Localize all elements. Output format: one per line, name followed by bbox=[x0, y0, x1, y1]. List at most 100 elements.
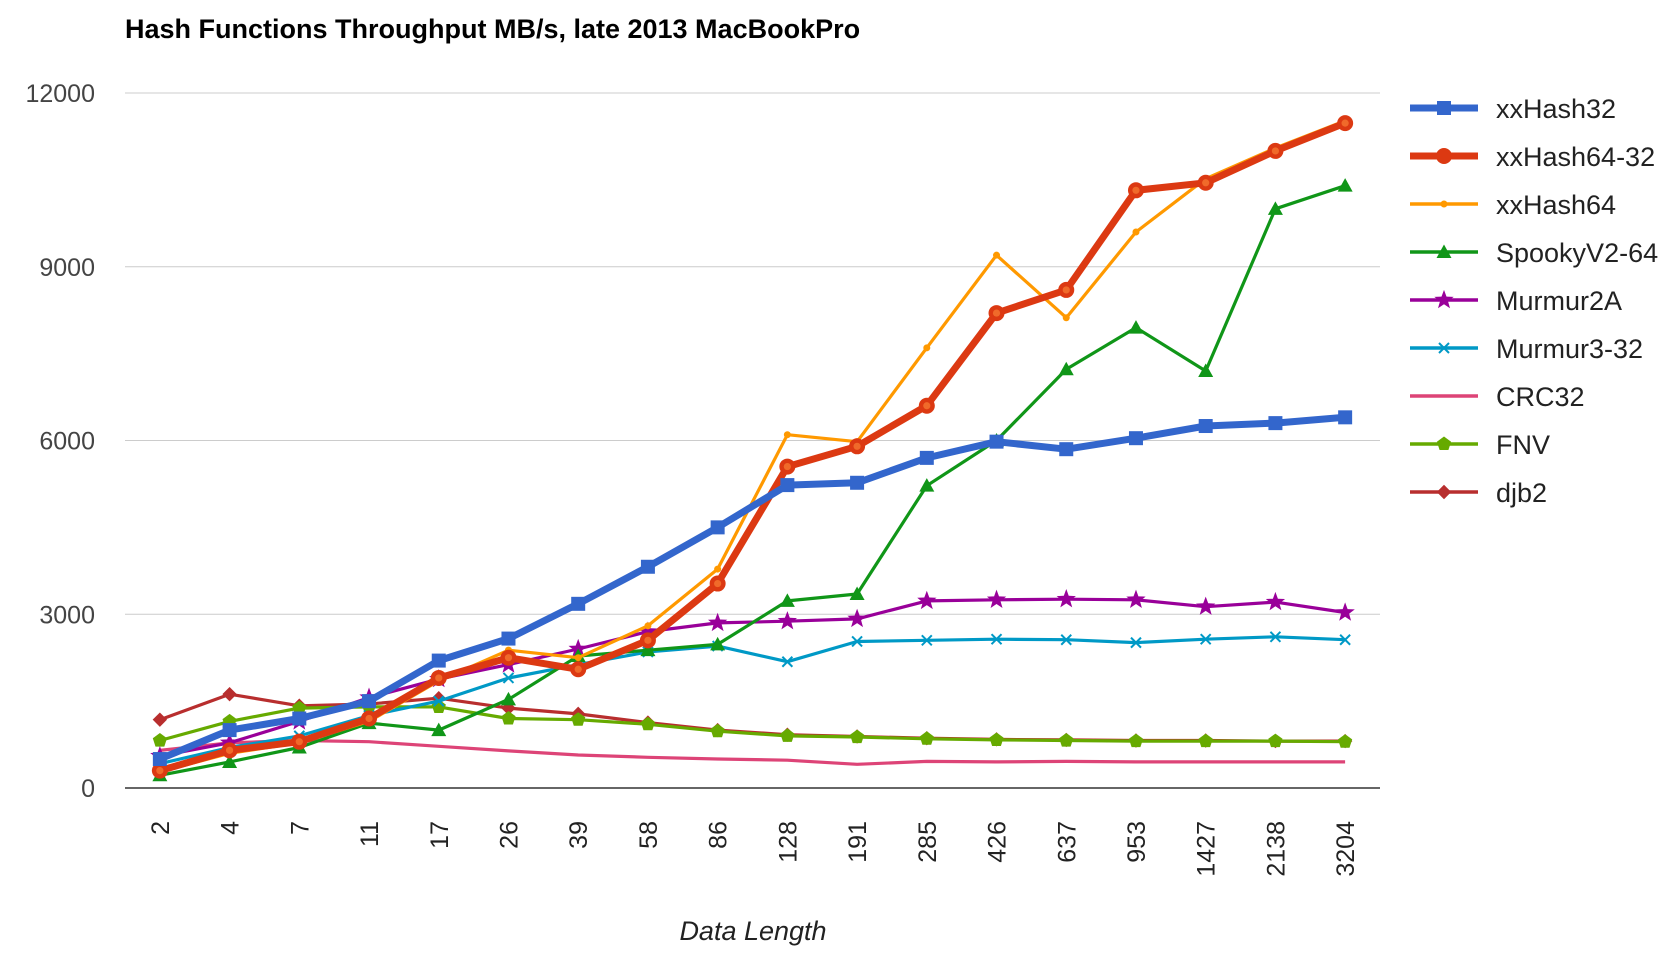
legend-item-xxhash64-32: xxHash64-32 bbox=[1410, 142, 1655, 172]
series-line-xxhash64 bbox=[159, 119, 1346, 774]
x-tick-label: 953 bbox=[1123, 821, 1151, 863]
data-point-spookyv2-64 bbox=[1128, 320, 1144, 334]
data-point-xxhash32 bbox=[152, 752, 167, 767]
data-point-xxhash32 bbox=[222, 723, 237, 738]
data-point-center bbox=[714, 579, 722, 588]
data-point-murmur2a bbox=[1126, 589, 1146, 608]
x-tick-label: 285 bbox=[914, 821, 942, 863]
data-point-spookyv2-64 bbox=[849, 586, 865, 600]
data-point-xxhash32 bbox=[1128, 431, 1143, 446]
data-point-fnv bbox=[710, 723, 725, 738]
legend-label: djb2 bbox=[1496, 478, 1547, 508]
x-tick-label: 39 bbox=[565, 821, 593, 849]
data-point-murmur3-32 bbox=[781, 656, 794, 668]
data-point-fnv bbox=[919, 731, 934, 745]
series-line-xxhash64-32 bbox=[158, 119, 1347, 774]
y-tick-label: 6000 bbox=[39, 428, 95, 456]
legend-marker bbox=[1437, 101, 1451, 115]
data-point-fnv bbox=[1198, 733, 1213, 748]
data-point-murmur2a bbox=[847, 608, 867, 628]
data-point-spookyv2-64 bbox=[919, 478, 935, 492]
data-point-center bbox=[644, 636, 652, 644]
legend-label: xxHash32 bbox=[1496, 94, 1616, 124]
gridlines bbox=[125, 92, 1380, 789]
legend-label: SpookyV2-64 bbox=[1496, 238, 1658, 268]
x-tick-label: 1427 bbox=[1193, 821, 1221, 877]
series-line-xxhash32 bbox=[158, 413, 1346, 763]
data-point-xxhash64 bbox=[923, 344, 931, 352]
data-point-center bbox=[225, 746, 234, 754]
data-point-fnv bbox=[1059, 733, 1074, 747]
data-point-center bbox=[295, 738, 303, 746]
x-tick-label: 17 bbox=[426, 821, 454, 849]
legend-marker bbox=[1440, 200, 1448, 208]
data-point-xxhash32 bbox=[919, 450, 934, 465]
x-tick-label: 7 bbox=[286, 821, 314, 835]
data-point-spookyv2-64 bbox=[500, 691, 516, 706]
data-point-xxhash32 bbox=[501, 631, 516, 646]
legend-item-crc32: CRC32 bbox=[1410, 382, 1585, 412]
y-tick-label: 0 bbox=[81, 775, 95, 803]
data-point-murmur3-32 bbox=[990, 633, 1003, 645]
x-tick-label: 58 bbox=[635, 821, 663, 849]
data-point-spookyv2-64 bbox=[779, 593, 795, 607]
legend-marker bbox=[1434, 289, 1454, 309]
series-murmur3-32 bbox=[154, 631, 1351, 770]
data-point-murmur2a bbox=[219, 732, 240, 751]
data-point-xxhash32 bbox=[362, 694, 377, 709]
data-point-center bbox=[1132, 186, 1140, 194]
data-point-murmur3-32 bbox=[1339, 634, 1351, 646]
legend-marker bbox=[1436, 436, 1452, 450]
data-point-xxhash64 bbox=[1062, 314, 1070, 322]
legend-item-djb2: djb2 bbox=[1410, 478, 1547, 508]
x-axis-title: Data Length bbox=[679, 916, 826, 946]
legend-item-xxhash64: xxHash64 bbox=[1410, 190, 1616, 220]
data-point-fnv bbox=[1338, 734, 1353, 748]
data-point-djb2 bbox=[501, 700, 516, 716]
x-tick-label: 191 bbox=[844, 821, 872, 863]
legend-label: Murmur3-32 bbox=[1496, 334, 1643, 364]
data-point-fnv bbox=[292, 700, 307, 715]
data-point-center bbox=[1202, 179, 1210, 187]
data-point-murmur2a bbox=[1265, 591, 1286, 611]
data-point-fnv bbox=[501, 711, 516, 725]
data-point-center bbox=[1062, 286, 1070, 294]
legend-item-fnv: FNV bbox=[1410, 430, 1550, 460]
x-tick-label: 3204 bbox=[1332, 821, 1360, 877]
data-point-fnv bbox=[640, 716, 655, 731]
legend-label: Murmur2A bbox=[1496, 286, 1622, 316]
data-point-spookyv2-64 bbox=[1337, 178, 1353, 192]
data-point-center bbox=[1341, 119, 1349, 127]
legend-marker bbox=[1438, 342, 1450, 354]
x-tick-label: 11 bbox=[356, 821, 384, 847]
legend-label: xxHash64-32 bbox=[1496, 142, 1655, 172]
data-point-center bbox=[365, 714, 373, 723]
data-point-murmur2a bbox=[568, 638, 588, 658]
legend-label: CRC32 bbox=[1496, 382, 1585, 412]
series-xxhash32 bbox=[152, 410, 1353, 767]
data-point-xxhash32 bbox=[571, 596, 586, 611]
data-point-murmur3-32 bbox=[1199, 633, 1212, 645]
data-point-center bbox=[853, 442, 861, 450]
legend-item-xxhash32: xxHash32 bbox=[1410, 94, 1616, 124]
data-point-center bbox=[783, 462, 791, 471]
data-point-center bbox=[504, 654, 513, 662]
data-point-xxhash64 bbox=[644, 622, 652, 630]
data-point-center bbox=[1271, 147, 1280, 155]
data-point-xxhash32 bbox=[1198, 419, 1213, 434]
data-point-murmur2a bbox=[917, 590, 937, 610]
data-point-murmur2a bbox=[777, 611, 797, 630]
data-point-xxhash32 bbox=[850, 475, 865, 490]
data-point-center bbox=[992, 309, 1001, 317]
data-point-xxhash32 bbox=[780, 478, 795, 493]
data-point-fnv bbox=[571, 712, 586, 726]
x-tick-label: 2 bbox=[147, 821, 175, 835]
data-point-xxhash64 bbox=[574, 654, 582, 662]
data-point-spookyv2-64 bbox=[431, 722, 447, 737]
data-point-xxhash64 bbox=[993, 251, 1001, 259]
data-point-spookyv2-64 bbox=[1058, 361, 1074, 376]
data-point-xxhash32 bbox=[1059, 442, 1074, 457]
x-axis: 2 4 7 11 17 26 39 58 86 128 191 285 426 637 953 1427 213… bbox=[147, 821, 1360, 877]
data-point-xxhash32 bbox=[710, 520, 725, 535]
